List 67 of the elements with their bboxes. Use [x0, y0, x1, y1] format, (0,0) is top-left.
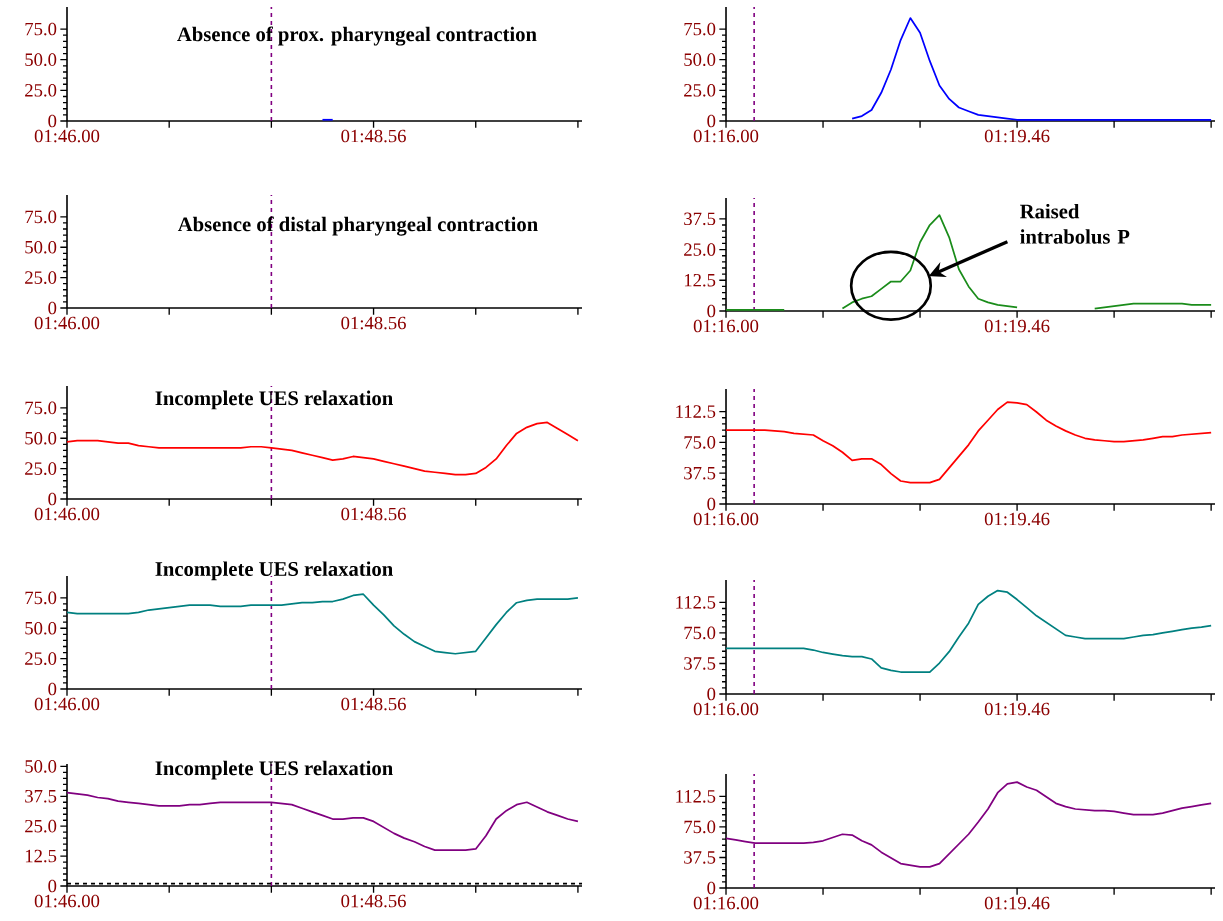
text: Absence of prox. pharyngeal contraction [177, 26, 537, 46]
y-tick-label: 25.0 [25, 819, 57, 833]
y-tick-label: 0 [48, 879, 57, 893]
y-tick-label: 25.0 [25, 84, 57, 97]
y-tick-label: 0 [48, 301, 57, 315]
y-tick-label: 112.5 [676, 596, 716, 609]
x-tick-label: 01:48.56 [341, 129, 406, 143]
y-tick-label: 75.0 [25, 401, 57, 415]
y-tick-label: 75.0 [25, 210, 57, 224]
chart-title: Incomplete UES relaxation [155, 390, 393, 410]
y-tick-label: 12.5 [684, 273, 716, 287]
y-tick-label: 50.0 [25, 431, 57, 445]
y-tick-label: 75.0 [684, 820, 716, 834]
x-tick-label: 01:16.00 [693, 129, 759, 143]
x-tick-label: 01:46.00 [34, 697, 100, 711]
y-tick-label: 50.0 [684, 53, 716, 67]
y-tick-label: 37.5 [684, 851, 716, 864]
x-tick-label: 01:46.00 [34, 129, 100, 143]
x-tick-label: 01:46.00 [34, 316, 100, 330]
chart-title: Incomplete UES relaxation [155, 760, 393, 780]
y-tick-label: 50.0 [25, 240, 57, 254]
x-tick-label: 01:48.56 [341, 697, 406, 711]
y-tick-label: 112.5 [676, 790, 716, 803]
x-tick-label: 01:19.46 [984, 702, 1050, 716]
y-tick-label: 0 [707, 497, 716, 511]
y-tick-label: 37.5 [684, 212, 716, 226]
y-tick-label: 50.0 [25, 621, 57, 635]
y-tick-label: 75.0 [684, 436, 716, 449]
y-tick-label: 75.0 [684, 22, 716, 36]
annotation: Raised intrabolus P [1020, 203, 1130, 244]
y-tick-label: 112.5 [676, 405, 716, 418]
y-tick-label: 0 [48, 114, 57, 128]
y-tick-label: 0 [707, 114, 716, 128]
x-tick-label: 01:16.00 [693, 702, 759, 716]
y-tick-label: 0 [48, 682, 57, 696]
y-tick-label: 0 [707, 881, 716, 895]
x-tick-label: 01:48.56 [341, 894, 406, 908]
y-tick-label: 50.0 [25, 53, 57, 67]
y-tick-label: 0 [707, 304, 716, 318]
x-tick-label: 01:46.00 [34, 507, 100, 521]
y-tick-label: 25.0 [684, 243, 716, 256]
y-tick-label: 37.5 [25, 789, 57, 803]
y-tick-label: 25.0 [25, 462, 57, 475]
y-tick-label: 50.0 [25, 760, 57, 773]
x-tick-label: 01:19.46 [984, 129, 1050, 143]
chart-title: Incomplete UES relaxation [155, 561, 393, 581]
y-tick-label: 0 [48, 492, 57, 506]
x-tick-label: 01:16.00 [693, 319, 759, 333]
x-tick-label: 01:19.46 [984, 319, 1050, 333]
y-tick-label: 75.0 [25, 591, 57, 605]
y-tick-label: 12.5 [25, 849, 57, 863]
x-tick-label: 01:16.00 [693, 512, 759, 526]
y-tick-label: 25.0 [684, 84, 716, 97]
x-tick-label: 01:46.00 [34, 894, 100, 908]
y-tick-label: 0 [707, 687, 716, 701]
x-tick-label: 01:19.46 [984, 896, 1050, 910]
x-tick-label: 01:48.56 [341, 316, 406, 330]
y-tick-label: 25.0 [25, 652, 57, 665]
y-tick-label: 75.0 [684, 626, 716, 640]
y-tick-label: 75.0 [25, 22, 57, 36]
y-tick-label: 25.0 [25, 271, 57, 284]
x-tick-label: 01:19.46 [984, 512, 1050, 526]
text: Absence of distal pharyngeal contraction [177, 216, 538, 236]
x-tick-label: 01:48.56 [341, 507, 406, 521]
y-tick-label: 37.5 [684, 466, 716, 480]
y-tick-label: 37.5 [684, 657, 716, 670]
x-tick-label: 01:16.00 [693, 896, 759, 910]
